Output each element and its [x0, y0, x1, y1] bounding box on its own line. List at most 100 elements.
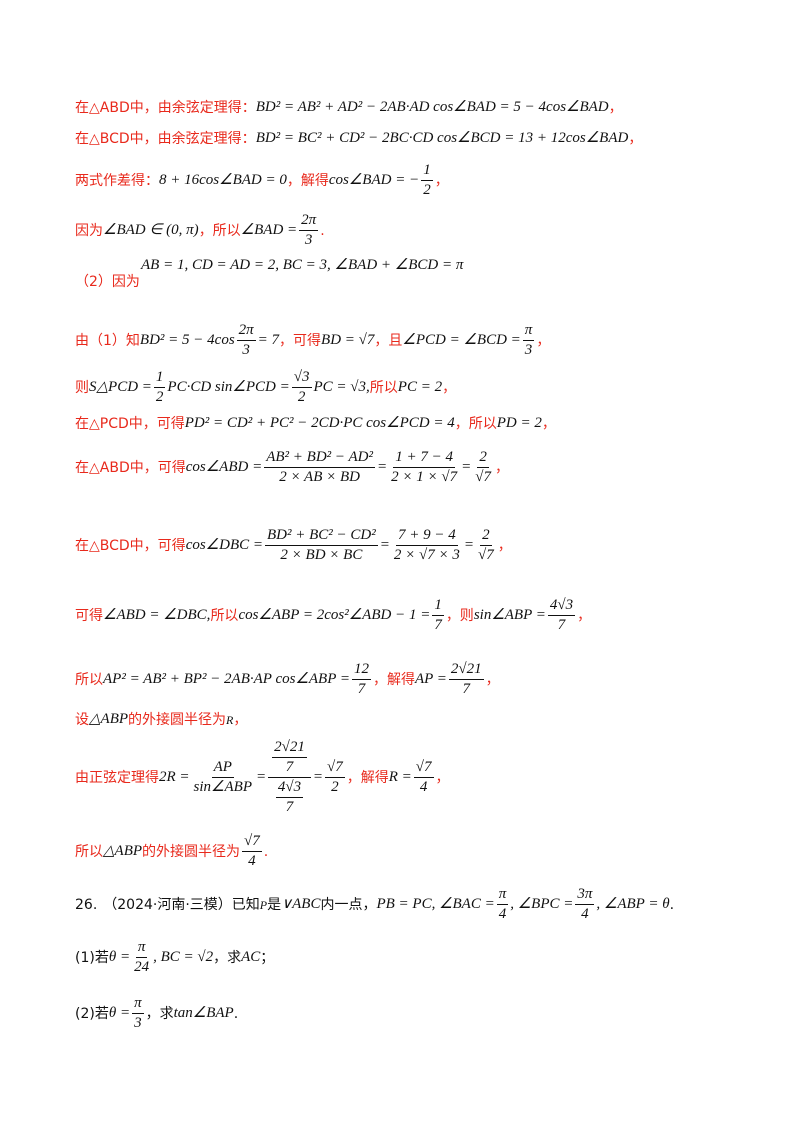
text: ，可得	[279, 332, 322, 349]
text: 在△BCD中，可得	[75, 537, 186, 554]
math: =	[379, 537, 390, 553]
math: ∠BAD ∈ (0, π)	[103, 222, 199, 238]
math: S△PCD =	[89, 379, 152, 395]
solution-line-5: （2）因为	[75, 275, 760, 289]
text: ，	[497, 537, 512, 554]
text: ，	[442, 379, 457, 396]
solution-line-15: 所以 △ABP 的外接圆半径为 √7 4 .	[75, 834, 760, 869]
solution-line-3: 两式作差得： 8 + 16cos∠BAD = 0 ，解得 cos∠BAD = −…	[75, 163, 760, 198]
math: =	[377, 459, 388, 475]
math: BD² = AB² + AD² − 2AB·AD cos∠BAD = 5 − 4…	[255, 99, 609, 115]
text: ；	[260, 949, 275, 966]
solution-line-11: 可得 ∠ABD = ∠DBC, 所以 cos∠ABP = 2cos²∠ABD −…	[75, 598, 760, 633]
math: =	[256, 769, 267, 785]
math: ∠PCD = ∠BCD =	[402, 332, 521, 348]
math: PB = PC, ∠BAC =	[376, 896, 495, 912]
fraction: AB² + BD² − AD² 2 × AB × BD	[264, 449, 375, 485]
text: ，	[485, 671, 500, 688]
fraction: 2√21 7	[448, 661, 484, 697]
text: 在△ABD中，由余弦定理得：	[75, 99, 256, 116]
text: 所以	[75, 671, 103, 688]
text: 由正弦定理得	[75, 769, 159, 786]
text: ，	[628, 130, 643, 147]
text: ，则	[445, 607, 474, 624]
math: =	[463, 537, 474, 553]
math: ∠ABD = ∠DBC,	[103, 607, 211, 623]
math: = 7	[257, 332, 280, 348]
text: ，所以	[198, 222, 241, 239]
text: 可得	[75, 607, 103, 624]
text: ，解得	[346, 769, 389, 786]
solution-line-2: 在△BCD中，由余弦定理得： BD² = BC² + CD² − 2BC·CD …	[75, 131, 760, 146]
text: 所以	[210, 607, 239, 624]
question-label: (2)若	[75, 1005, 109, 1022]
solution-line-10: 在△BCD中，可得 cos∠DBC = BD² + BC² − CD² 2 × B…	[75, 528, 760, 563]
fraction: 2 √7	[478, 527, 494, 563]
math: △ABP	[89, 711, 129, 727]
text: ，所以	[454, 415, 497, 432]
text: ，	[536, 332, 551, 349]
text: ，且	[374, 332, 403, 349]
text: ，	[608, 99, 623, 116]
solution-line-14: 由正弦定理得 2R = AP sin∠ABP = 2√21 7 4√3 7 = √7 2…	[75, 740, 760, 815]
text: ，	[494, 459, 509, 476]
text: .	[263, 843, 269, 860]
text: .	[320, 222, 325, 239]
text: .	[669, 896, 675, 913]
math: AC	[241, 949, 261, 965]
fraction: √7 2	[324, 759, 345, 795]
complex-fraction: 2√21 7 4√3 7	[268, 740, 311, 815]
text: 则	[75, 379, 89, 396]
text: ，解得	[372, 671, 415, 688]
text: ，求	[145, 1005, 174, 1022]
math: BD² = BC² + CD² − 2BC·CD cos∠BCD = 13 + …	[255, 130, 629, 146]
text: 因为	[75, 222, 103, 239]
problem-statement: 26. （2024·河南·三模）已知 P 是 ∨ABC 内一点， PB = PC…	[75, 887, 760, 922]
math: AP =	[414, 671, 447, 687]
fraction: 4√3 7	[547, 597, 576, 633]
solution-line-12: 所以 AP² = AB² + BP² − 2AB·AP cos∠ABP = 12…	[75, 662, 760, 697]
math: =	[461, 459, 472, 475]
text: ，解得	[286, 172, 329, 189]
text: .	[233, 1005, 239, 1022]
solution-line-8: 在△PCD中，可得 PD² = CD² + PC² − 2CD·PC cos∠P…	[75, 416, 760, 431]
solution-line-9: 在△ABD中，可得 cos∠ABD = AB² + BD² − AD² 2 × A…	[75, 450, 760, 485]
math: , BC = √2	[153, 949, 214, 965]
text: 在△PCD中，可得	[75, 415, 185, 432]
fraction: 2π 3	[299, 212, 319, 248]
problem-number: 26.	[75, 896, 98, 913]
math: cos∠BAD = −	[328, 172, 420, 188]
text: 是	[267, 896, 282, 913]
math: PC = √3,	[313, 379, 370, 395]
solution-line-1: 在△ABD中，由余弦定理得： BD² = AB² + AD² − 2AB·AD …	[75, 100, 760, 115]
math: =	[312, 769, 323, 785]
fraction: AP sin∠ABP	[193, 759, 252, 795]
text: ，	[541, 415, 556, 432]
math: AB = 1, CD = AD = 2, BC = 3, ∠BAD + ∠BCD…	[141, 257, 464, 273]
math: 8 + 16cos∠BAD = 0	[159, 172, 287, 188]
math: PD = 2	[496, 415, 542, 431]
solution-line-5-math: AB = 1, CD = AD = 2, BC = 3, ∠BAD + ∠BCD…	[141, 258, 760, 273]
text: 内一点，	[320, 896, 377, 913]
math: BD² = 5 − 4cos	[139, 332, 235, 348]
math: AP² = AB² + BP² − 2AB·AP cos∠ABP =	[103, 671, 350, 687]
fraction: 3π 4	[575, 886, 595, 922]
math: ∨ABC	[281, 896, 321, 912]
fraction: BD² + BC² − CD² 2 × BD × BC	[265, 527, 378, 563]
solution-line-6: 由（1）知 BD² = 5 − 4cos 2π 3 = 7 ，可得 BD = √7…	[75, 323, 760, 358]
text: 在△BCD中，由余弦定理得：	[75, 130, 256, 147]
solution-line-13: 设 △ABP 的外接圆半径为 R ，	[75, 712, 760, 727]
fraction: √7 4	[413, 759, 434, 795]
text: 由（1）知	[75, 332, 140, 349]
math: △ABP	[103, 843, 143, 859]
math: ∠BAD =	[240, 222, 298, 238]
math: , ∠ABP = θ	[596, 896, 670, 912]
fraction: 12 7	[351, 661, 371, 697]
